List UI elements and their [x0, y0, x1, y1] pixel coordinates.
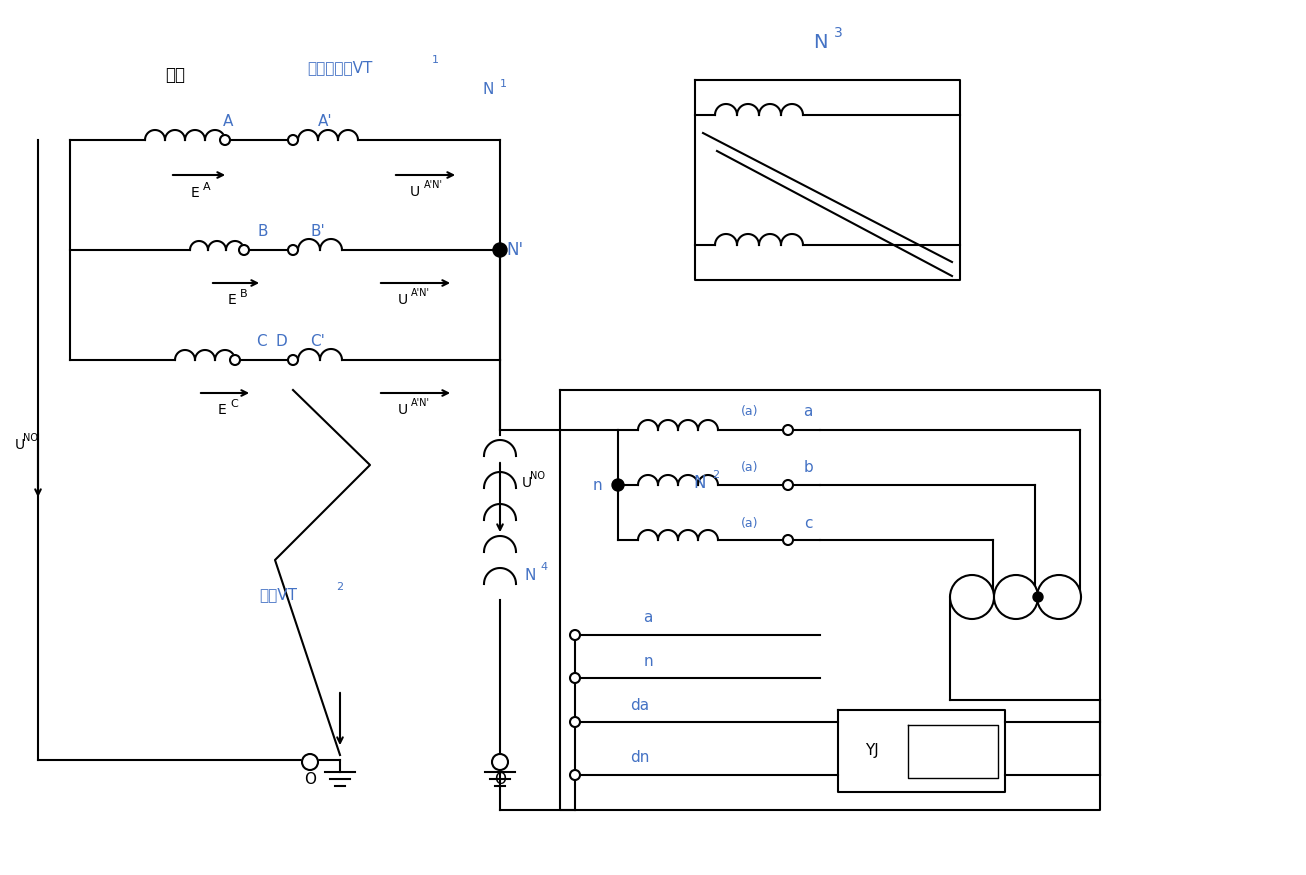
Circle shape: [569, 770, 580, 780]
Circle shape: [289, 135, 298, 145]
Text: E: E: [218, 403, 226, 417]
Circle shape: [784, 535, 793, 545]
Text: B': B': [311, 225, 325, 240]
Text: YJ: YJ: [865, 744, 879, 759]
Text: 2: 2: [712, 470, 720, 480]
Text: A'N': A'N': [411, 288, 430, 298]
Text: N: N: [812, 32, 827, 52]
Text: C: C: [256, 334, 266, 349]
Circle shape: [1033, 592, 1043, 602]
Text: N: N: [482, 82, 494, 97]
Text: E: E: [191, 186, 200, 200]
Text: V: V: [1003, 587, 1011, 600]
Text: A'N': A'N': [411, 398, 430, 408]
Text: 2: 2: [336, 582, 343, 592]
Circle shape: [1037, 575, 1081, 619]
Circle shape: [302, 754, 317, 770]
Circle shape: [492, 754, 508, 770]
Text: (a): (a): [742, 517, 759, 530]
Text: 3: 3: [835, 26, 842, 40]
Circle shape: [613, 479, 624, 491]
Text: n: n: [643, 654, 653, 668]
Text: 单相VT: 单相VT: [259, 587, 296, 603]
Text: U: U: [14, 438, 25, 452]
Text: a: a: [644, 611, 653, 626]
Text: (a): (a): [742, 461, 759, 474]
Text: O: O: [304, 773, 316, 788]
Text: NO: NO: [24, 433, 38, 443]
Circle shape: [219, 135, 230, 145]
Circle shape: [569, 673, 580, 683]
Text: a: a: [803, 404, 812, 419]
Text: U: U: [410, 185, 421, 199]
Text: 1: 1: [500, 79, 507, 89]
Text: A: A: [223, 115, 234, 130]
Text: D: D: [276, 334, 287, 349]
Text: 电源: 电源: [165, 66, 185, 84]
Text: 三个单相组VT: 三个单相组VT: [307, 60, 372, 75]
Text: c: c: [803, 516, 812, 531]
Circle shape: [949, 575, 994, 619]
Text: b: b: [1013, 585, 1020, 595]
Circle shape: [492, 243, 507, 257]
Text: (a): (a): [742, 405, 759, 418]
Circle shape: [784, 425, 793, 435]
Text: NO: NO: [530, 471, 545, 481]
Text: b: b: [803, 460, 812, 475]
Text: A'N': A'N': [424, 180, 443, 190]
Text: A': A': [317, 115, 332, 130]
Circle shape: [569, 630, 580, 640]
Circle shape: [569, 717, 580, 727]
Text: N: N: [524, 568, 535, 583]
Text: N': N': [507, 241, 524, 259]
Text: B: B: [240, 289, 248, 299]
Text: A: A: [202, 182, 210, 192]
Text: E: E: [227, 293, 236, 307]
Text: C': C': [311, 334, 325, 349]
Text: 4: 4: [539, 562, 547, 572]
Text: c: c: [970, 585, 976, 595]
Text: V: V: [1046, 587, 1054, 600]
Text: U: U: [398, 403, 407, 417]
Text: V: V: [959, 587, 968, 600]
Text: U: U: [522, 476, 532, 490]
Circle shape: [230, 355, 240, 365]
Text: B: B: [257, 225, 268, 240]
Text: da: da: [631, 698, 649, 713]
Circle shape: [784, 480, 793, 490]
Text: U: U: [398, 293, 407, 307]
Text: 1: 1: [432, 55, 439, 65]
Text: n: n: [592, 478, 602, 493]
Circle shape: [289, 355, 298, 365]
Text: O: O: [494, 773, 505, 788]
Circle shape: [289, 245, 298, 255]
Text: C: C: [230, 399, 238, 409]
Circle shape: [239, 245, 249, 255]
Text: dn: dn: [631, 751, 649, 766]
Text: a: a: [1057, 585, 1063, 595]
Circle shape: [994, 575, 1038, 619]
Text: N: N: [693, 474, 707, 492]
